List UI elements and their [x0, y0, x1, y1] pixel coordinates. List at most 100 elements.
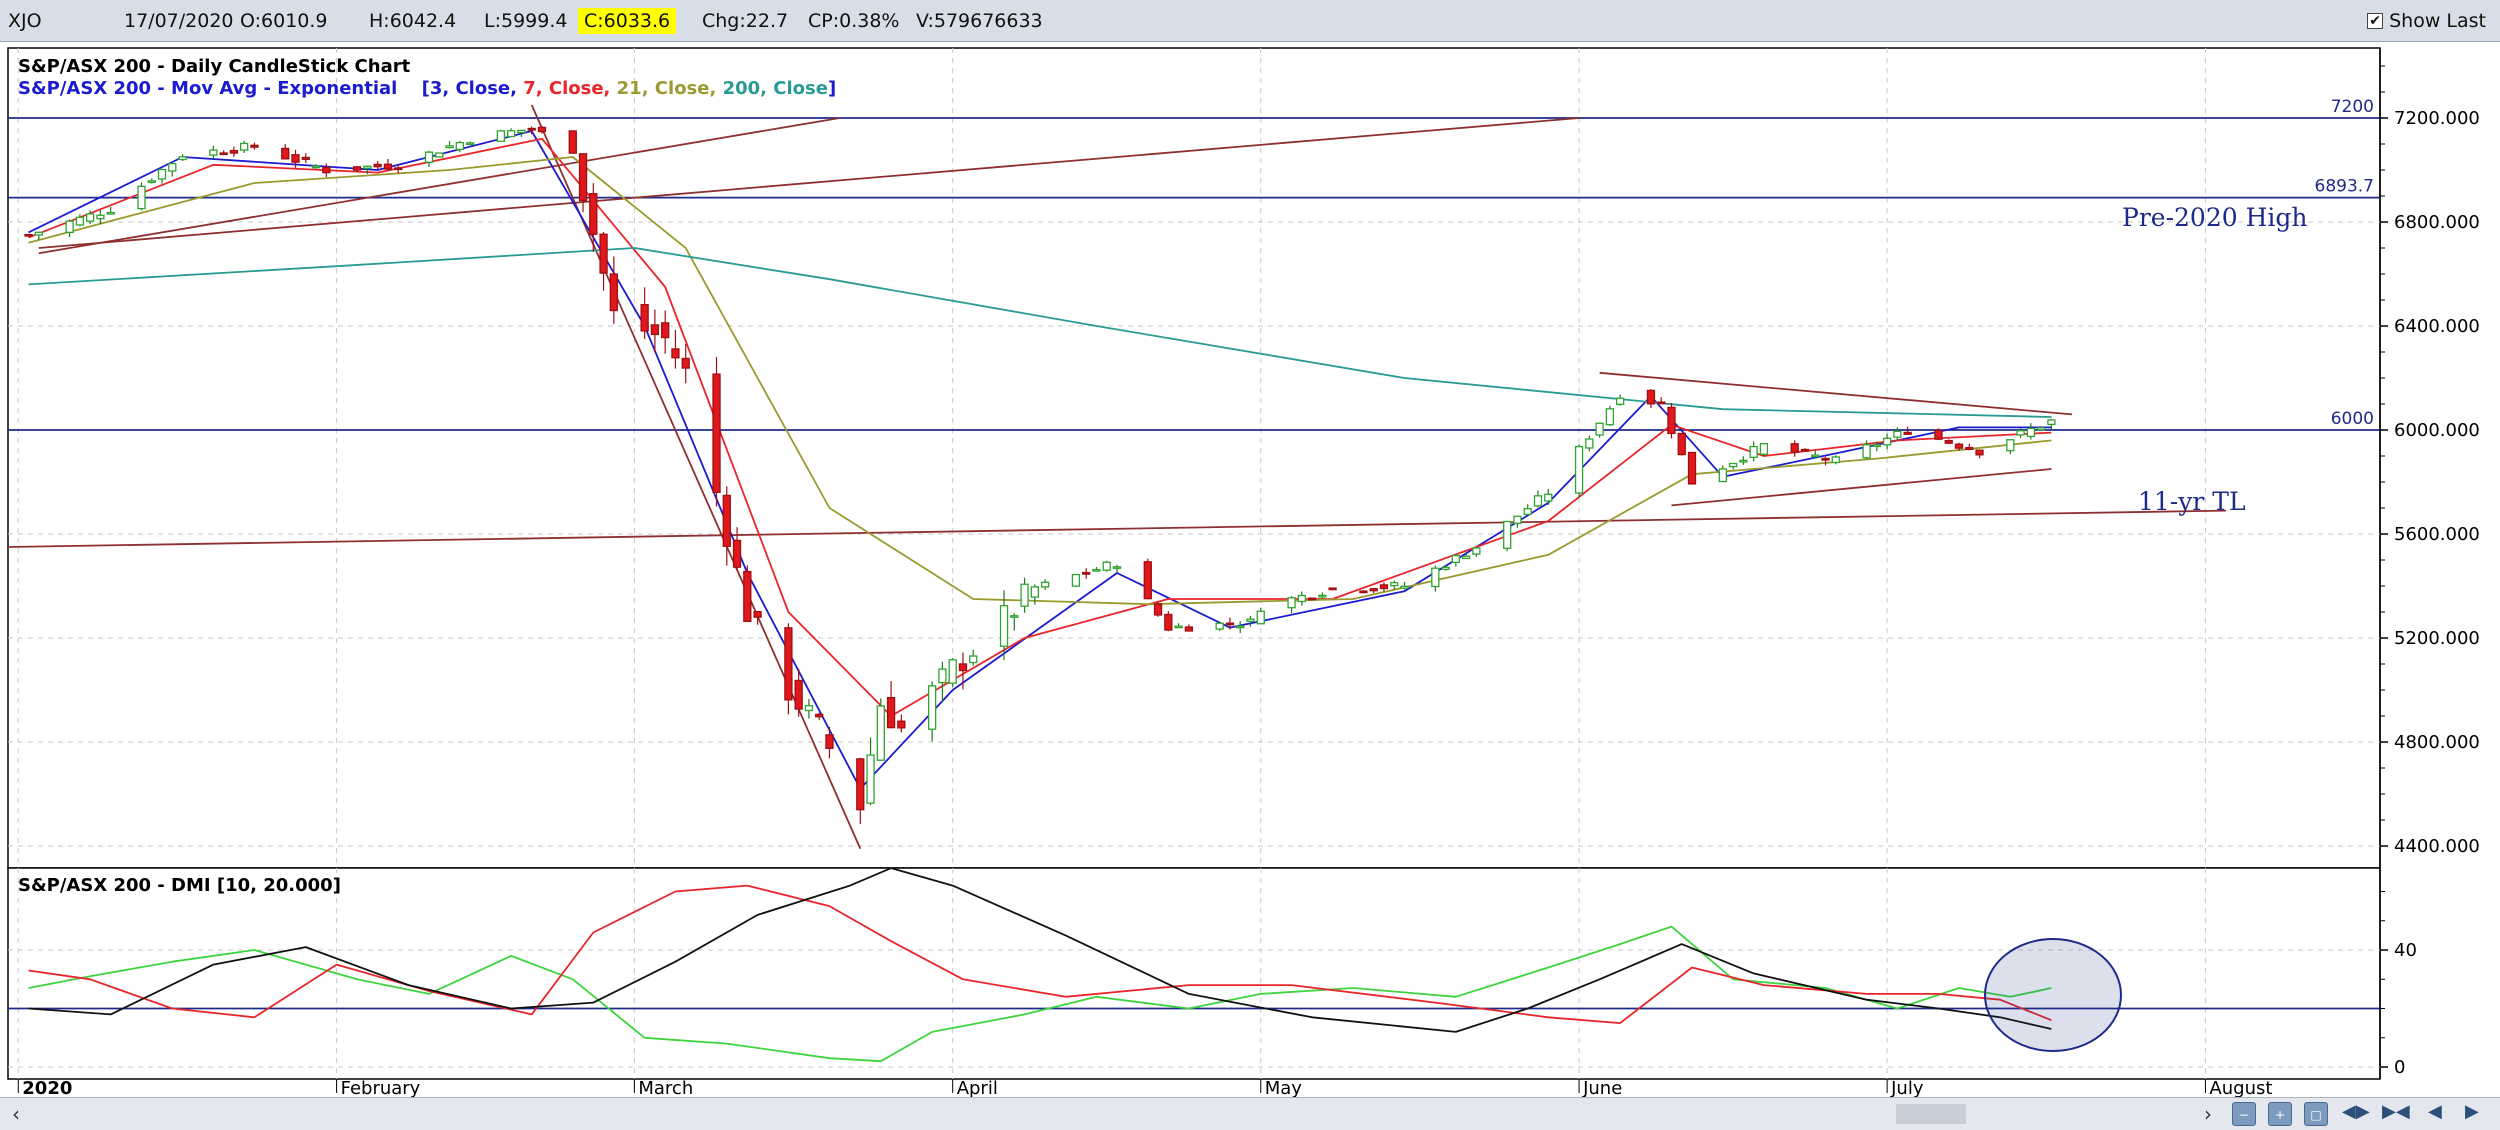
- candle-up: [517, 129, 526, 134]
- candle-up: [1451, 554, 1460, 564]
- candle-down: [1153, 603, 1163, 616]
- candle-down: [958, 663, 968, 672]
- candle-up: [34, 231, 43, 236]
- price-chart-area[interactable]: 7200 6893.7 6000 4400.000 4800.000 5200.000 5…: [0, 42, 2500, 1097]
- dmi-plus-line: [28, 925, 2052, 1063]
- level-label: 6000: [2331, 409, 2374, 429]
- candle-up: [1595, 422, 1604, 436]
- candle-down: [712, 373, 721, 493]
- step-forward-icon[interactable]: ▶: [2465, 1101, 2479, 1122]
- candle-up: [1893, 430, 1902, 438]
- ma-legend-close-bracket: ]: [828, 78, 836, 99]
- candle-up: [1236, 625, 1245, 629]
- month-label: 2020: [22, 1078, 72, 1097]
- candle-up: [1071, 573, 1081, 587]
- candle-down: [1903, 431, 1912, 435]
- zoom-in-icon[interactable]: +: [2268, 1102, 2292, 1126]
- candle-up: [1739, 459, 1748, 463]
- candle-down: [352, 166, 362, 171]
- candle-down: [1143, 561, 1152, 600]
- candle-down: [537, 126, 547, 133]
- ma-legend-ema7: 7, Close,: [523, 78, 616, 99]
- scroll-right-icon[interactable]: ›: [2204, 1102, 2212, 1126]
- candle-down: [589, 193, 598, 235]
- scroll-navigation-bar: ‹ › − + □ ◀▶ ▶◀ ◀ ▶: [0, 1097, 2500, 1130]
- candle-down: [1359, 590, 1368, 594]
- candle-down: [281, 147, 290, 160]
- candle-up: [1544, 493, 1553, 502]
- dmi-title: S&P/ASX 200 - DMI [10, 20.000]: [18, 875, 341, 896]
- candle-up: [424, 151, 434, 163]
- candle-up: [1297, 594, 1306, 603]
- jump-start-icon[interactable]: ▶◀: [2382, 1101, 2410, 1122]
- candle-up: [435, 152, 444, 158]
- scroll-thumb[interactable]: [1896, 1104, 1966, 1124]
- low-value: L:5999.4: [484, 10, 568, 32]
- show-last-toggle[interactable]: ✔ Show Last: [2367, 0, 2486, 42]
- zoom-fit-icon[interactable]: □: [2304, 1102, 2328, 1126]
- level-label: 6893.7: [2315, 177, 2374, 197]
- candle-up: [1215, 622, 1224, 630]
- candle-up: [507, 130, 516, 138]
- candle-up: [999, 605, 1009, 647]
- candle-up: [75, 216, 85, 226]
- price-tick-label: 7200.000: [2394, 108, 2480, 129]
- candle-up: [2036, 427, 2046, 431]
- candle-down: [578, 153, 588, 202]
- candle-up: [1759, 443, 1769, 455]
- candle-up: [240, 142, 249, 151]
- candle-down: [1790, 443, 1799, 453]
- candle-down: [650, 324, 660, 336]
- candle-down: [1944, 440, 1953, 444]
- zoom-out-icon[interactable]: −: [2232, 1102, 2256, 1126]
- candle-down: [1657, 401, 1666, 405]
- candle-up: [1523, 508, 1532, 516]
- candle-up: [465, 142, 475, 146]
- pre-2020-high-annotation: Pre-2020 High: [2122, 203, 2308, 232]
- grid-lines: [8, 48, 2380, 1079]
- candle-down: [301, 156, 310, 160]
- show-last-label: Show Last: [2389, 10, 2486, 32]
- step-back-icon[interactable]: ◀: [2428, 1101, 2442, 1122]
- close-value: C:6033.6: [578, 0, 677, 42]
- candle-down: [1954, 443, 1964, 449]
- month-label: June: [1582, 1078, 1622, 1097]
- dmi-tick-label: 40: [2394, 940, 2417, 961]
- candle-up: [1287, 597, 1296, 609]
- candle-down: [640, 304, 649, 332]
- month-label: February: [341, 1078, 421, 1097]
- candle-up: [928, 685, 937, 730]
- candle-down: [1082, 571, 1091, 575]
- candle-up: [1030, 586, 1039, 598]
- ma-legend-prefix: S&P/ASX 200 - Mov Avg - Exponential: [18, 78, 397, 99]
- candle-down: [291, 154, 300, 163]
- candle-up: [209, 149, 218, 156]
- candle-down: [1975, 449, 1984, 456]
- show-last-checkbox[interactable]: ✔: [2367, 13, 2384, 29]
- ma-legend: S&P/ASX 200 - Mov Avg - Exponential [3, …: [18, 78, 836, 99]
- candle-down: [568, 130, 577, 154]
- month-label: July: [1890, 1078, 1924, 1097]
- candle-up: [1441, 566, 1450, 570]
- quote-bar: XJO 17/07/2020 O:6010.9 H:6042.4 L:5999.…: [0, 0, 2500, 42]
- candle-up: [969, 655, 978, 664]
- candle-up: [2006, 439, 2015, 452]
- candle-up: [1256, 610, 1265, 625]
- ma-legend-ema200: 200, Close: [723, 78, 828, 99]
- candle-up: [1749, 445, 1758, 459]
- candle-up: [1174, 625, 1183, 629]
- month-label: May: [1265, 1078, 1303, 1097]
- candle-down: [732, 539, 742, 568]
- scroll-left-icon[interactable]: ‹: [12, 1102, 20, 1126]
- candle-up: [1092, 568, 1101, 572]
- first-bar-icon[interactable]: ◀▶: [2342, 1101, 2370, 1122]
- candle-up: [1585, 438, 1594, 449]
- candle-down: [1369, 588, 1378, 592]
- candle-up: [948, 659, 957, 684]
- candle-up: [363, 165, 372, 169]
- candle-down: [671, 348, 680, 359]
- candle-down: [1307, 597, 1317, 601]
- candle-down: [322, 166, 331, 174]
- candle-down: [1164, 613, 1173, 631]
- candle-down: [784, 627, 793, 701]
